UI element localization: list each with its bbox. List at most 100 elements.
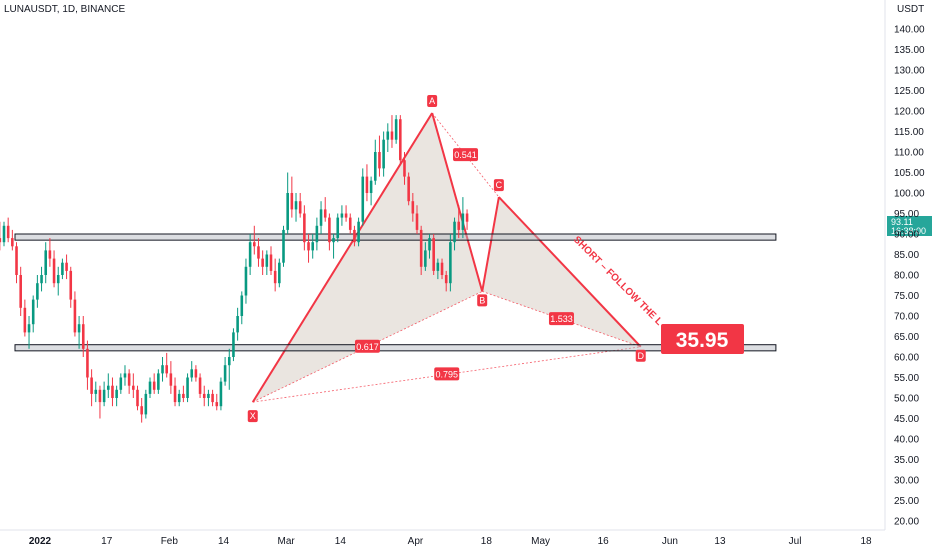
price-axis-unit: USDT <box>897 4 924 15</box>
ratio-label-box <box>434 367 460 381</box>
candle-body <box>261 258 264 267</box>
candle-body <box>461 213 465 230</box>
price-tick-label: 55.00 <box>894 373 919 384</box>
time-tick-label: 2022 <box>29 536 52 547</box>
candle-body <box>211 393 214 403</box>
price-tick-label: 140.00 <box>894 25 925 36</box>
candle-body <box>390 131 394 140</box>
candle-body <box>194 369 198 378</box>
candle-body <box>19 275 22 308</box>
candle-body <box>265 254 269 267</box>
candle-body <box>382 139 385 169</box>
candle-body <box>6 225 10 239</box>
candle-body <box>177 393 181 403</box>
pattern-point-label: A <box>429 96 435 106</box>
candle-body <box>173 385 177 403</box>
candle-body <box>332 238 335 243</box>
candle-body <box>69 270 73 300</box>
candle-body <box>207 393 210 398</box>
candle-body <box>165 365 168 374</box>
candle-body <box>90 377 93 394</box>
ratio-label: 0.541 <box>454 150 477 160</box>
price-tick-label: 25.00 <box>894 496 919 507</box>
time-tick-label: Apr <box>408 536 424 547</box>
candle-body <box>15 246 18 275</box>
candle-body <box>373 152 377 181</box>
candle-body <box>202 393 206 398</box>
candle-body <box>457 221 461 230</box>
candle-body <box>65 262 68 271</box>
candle-body <box>353 229 356 243</box>
last-price-value: 93.11 <box>891 217 913 227</box>
candle-body <box>348 217 352 230</box>
candle-body <box>86 348 89 378</box>
time-tick-label: Mar <box>278 536 296 547</box>
candle-body <box>273 270 277 284</box>
candle-body <box>344 213 348 218</box>
time-tick-label: 18 <box>481 536 493 547</box>
candle-body <box>48 250 52 259</box>
candle-body <box>407 176 410 202</box>
candle-body <box>127 373 131 386</box>
price-tick-label: 60.00 <box>894 353 919 364</box>
candle-body <box>198 377 202 394</box>
pattern-point-marker <box>247 410 258 423</box>
pattern-point-label: D <box>637 351 644 361</box>
candle-body <box>286 193 289 230</box>
pattern-leg <box>498 196 642 348</box>
candle-body <box>152 381 156 390</box>
time-tick-label: 17 <box>101 536 113 547</box>
price-tick-label: 40.00 <box>894 435 919 446</box>
candle-body <box>0 238 2 243</box>
ratio-label-box <box>354 339 380 353</box>
candle-body <box>361 176 365 222</box>
candle-body <box>123 373 127 378</box>
candle-body <box>253 242 256 247</box>
time-tick-label: Jul <box>789 536 802 547</box>
candle-body <box>311 242 315 251</box>
price-tick-label: 30.00 <box>894 476 919 487</box>
pattern-point-label: B <box>479 295 485 305</box>
candle-body <box>278 262 281 284</box>
candle-body <box>323 209 327 218</box>
candle-body <box>23 307 27 333</box>
candle-body <box>432 238 435 271</box>
candle-body <box>190 369 194 378</box>
harmonic-pattern <box>251 112 642 403</box>
target-box <box>661 324 744 354</box>
candle-body <box>411 201 415 214</box>
candle-body <box>444 275 448 284</box>
candle-body <box>298 201 302 214</box>
candle-body <box>369 180 373 193</box>
chart-grid <box>0 0 886 531</box>
candle-body <box>106 385 110 390</box>
candle-body <box>319 209 323 226</box>
candle-body <box>94 389 98 394</box>
pattern-leg <box>251 112 433 403</box>
candle-body <box>415 213 419 230</box>
candle-body <box>11 238 14 247</box>
ratio-label: 0.617 <box>356 342 379 352</box>
candle-body <box>161 365 164 374</box>
candle-body <box>357 221 360 243</box>
candle-body <box>303 213 306 243</box>
last-price-tag <box>887 216 932 236</box>
candle-body <box>436 262 440 271</box>
candle-body <box>132 385 135 390</box>
candle-body <box>227 357 231 366</box>
price-tick-label: 85.00 <box>894 250 919 261</box>
candle-body <box>269 254 273 271</box>
candle-body <box>157 373 160 390</box>
candle-body <box>257 246 260 259</box>
candle-body <box>315 225 319 243</box>
pattern-point-marker <box>477 294 488 307</box>
pattern-point-label: C <box>496 180 503 190</box>
candlesticks <box>0 115 469 423</box>
candle-body <box>119 377 123 390</box>
price-tick-label: 20.00 <box>894 517 919 528</box>
candle-body <box>378 152 381 169</box>
price-band <box>14 344 777 352</box>
candle-body <box>340 213 344 218</box>
candle-body <box>294 201 298 210</box>
